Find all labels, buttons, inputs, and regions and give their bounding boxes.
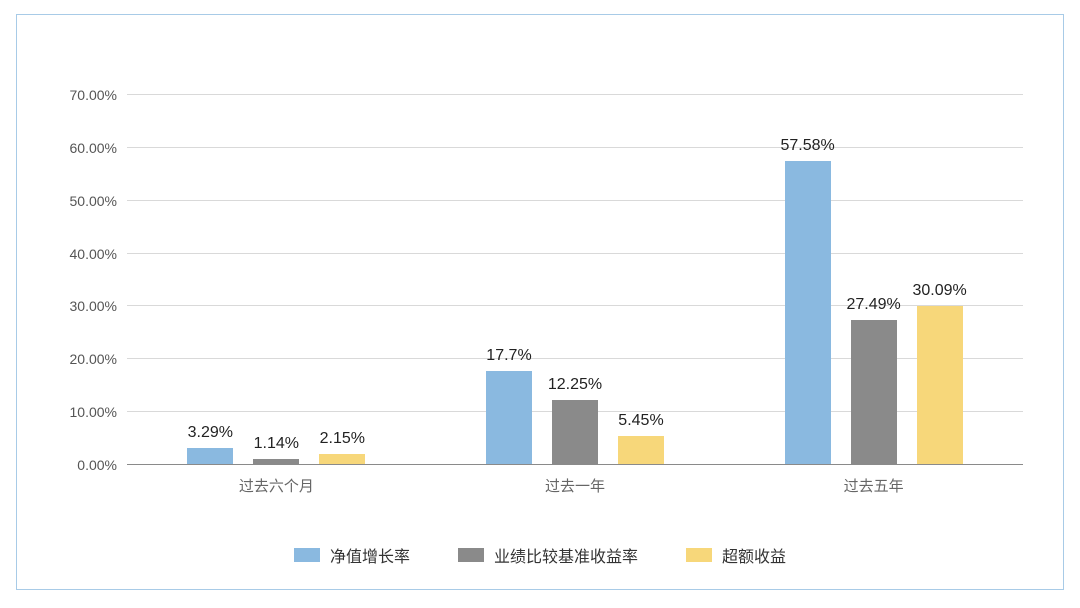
x-axis-label: 过去五年 [724, 475, 1023, 505]
y-tick-label: 20.00% [70, 351, 127, 367]
bar: 30.09% [917, 306, 963, 465]
y-tick-label: 0.00% [77, 457, 127, 473]
legend-swatch [458, 548, 484, 562]
bar: 57.58% [785, 161, 831, 465]
bar: 5.45% [618, 436, 664, 465]
bar: 3.29% [187, 448, 233, 465]
bar-rect [785, 161, 831, 465]
y-tick-label: 40.00% [70, 246, 127, 262]
legend-item: 净值增长率 [294, 543, 410, 567]
bar: 17.7% [486, 371, 532, 465]
bar-group-inner: 17.7% 12.25% 5.45% [486, 95, 664, 465]
legend-item: 业绩比较基准收益率 [458, 543, 638, 567]
bar-group-inner: 57.58% 27.49% 30.09% [785, 95, 963, 465]
bar-rect [618, 436, 664, 465]
bar-rect [187, 448, 233, 465]
y-tick-label: 60.00% [70, 140, 127, 156]
legend-label: 净值增长率 [330, 543, 410, 567]
bar-group: 57.58% 27.49% 30.09% [724, 95, 1023, 465]
x-axis-labels: 过去六个月过去一年过去五年 [127, 475, 1023, 505]
bar-rect [851, 320, 897, 465]
legend-swatch [686, 548, 712, 562]
bar-group-inner: 3.29% 1.14% 2.15% [187, 95, 365, 465]
bar-rect [917, 306, 963, 465]
legend: 净值增长率 业绩比较基准收益率 超额收益 [17, 543, 1063, 567]
bar-value-label: 1.14% [254, 435, 299, 453]
bar-value-label: 12.25% [548, 376, 602, 394]
plot-area: 0.00%10.00%20.00%30.00%40.00%50.00%60.00… [127, 95, 1023, 465]
bar-value-label: 30.09% [913, 282, 967, 300]
y-tick-label: 70.00% [70, 87, 127, 103]
bar-group: 17.7% 12.25% 5.45% [426, 95, 725, 465]
bar: 27.49% [851, 320, 897, 465]
x-axis-label: 过去一年 [426, 475, 725, 505]
bar-value-label: 5.45% [618, 412, 663, 430]
bar-value-label: 27.49% [847, 296, 901, 314]
legend-swatch [294, 548, 320, 562]
legend-label: 业绩比较基准收益率 [494, 543, 638, 567]
bar-value-label: 2.15% [320, 430, 365, 448]
chart-container: 0.00% 10.00% 20.00% 30.00% 40.00% 50.00% 60.00… [0, 0, 1080, 608]
y-tick-label: 30.00% [70, 298, 127, 314]
bar-rect [486, 371, 532, 465]
bar-group: 3.29% 1.14% 2.15% [127, 95, 426, 465]
legend-label: 超额收益 [722, 543, 786, 567]
legend-item: 超额收益 [686, 543, 786, 567]
bar-value-label: 17.7% [486, 347, 531, 365]
bar: 12.25% [552, 400, 598, 465]
y-tick-label: 10.00% [70, 404, 127, 420]
bar-value-label: 3.29% [188, 424, 233, 442]
bar-rect [552, 400, 598, 465]
chart-panel: 0.00% 10.00% 20.00% 30.00% 40.00% 50.00% 60.00… [16, 14, 1064, 590]
bar-value-label: 57.58% [781, 137, 835, 155]
bars-layer: 3.29% 1.14% 2.15% 17.7% 12.25% 5.45% 57.58% 27.… [127, 95, 1023, 465]
x-axis-line [127, 464, 1023, 465]
y-tick-label: 50.00% [70, 193, 127, 209]
x-axis-label: 过去六个月 [127, 475, 426, 505]
